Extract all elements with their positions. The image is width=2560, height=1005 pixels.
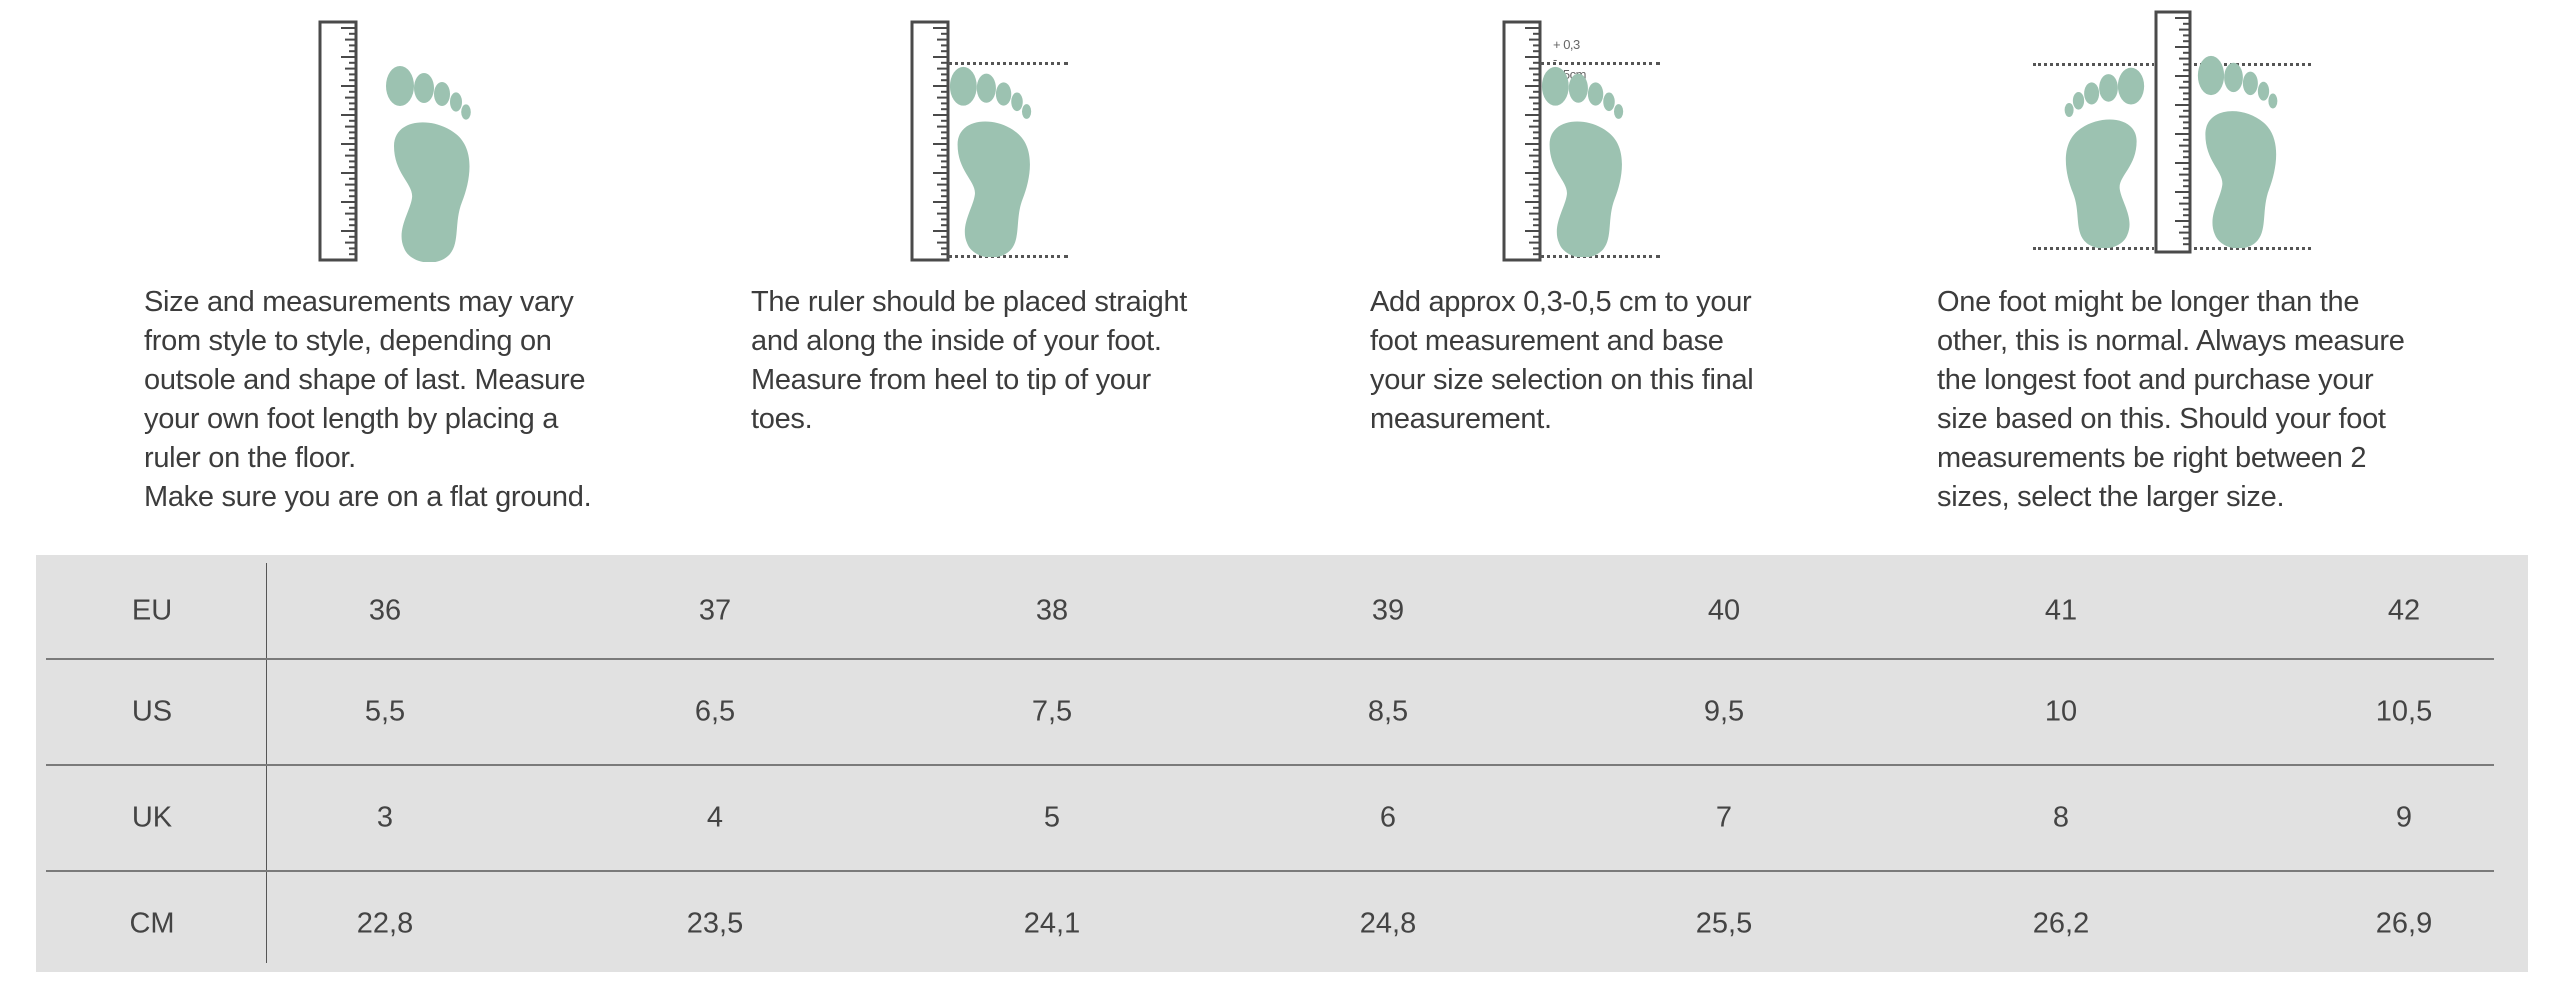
text-line: from style to style, depending on xyxy=(144,325,552,357)
foot-icon xyxy=(386,66,471,262)
row-label-us: US xyxy=(131,695,173,728)
size-cell: 22,8 xyxy=(356,907,414,940)
text-line: ruler on the floor. xyxy=(144,442,356,474)
size-cell: 26,2 xyxy=(2032,907,2090,940)
toe-guide-line xyxy=(1540,62,1660,65)
size-cell: 10,5 xyxy=(2375,695,2433,728)
size-cell: 39 xyxy=(1371,594,1405,627)
text-line: your own foot length by placing a xyxy=(144,403,559,435)
text-line: Add approx 0,3-0,5 cm to your xyxy=(1370,286,1752,318)
size-cell: 6 xyxy=(1379,801,1397,834)
size-cell: 25,5 xyxy=(1695,907,1753,940)
ruler-icon xyxy=(318,20,358,262)
ruler-icon xyxy=(1502,20,1542,262)
text-line: The ruler should be placed straight xyxy=(751,286,1188,318)
instruction-3: Add approx 0,3-0,5 cm to your foot measu… xyxy=(1370,283,1754,439)
size-cell: 24,8 xyxy=(1359,907,1417,940)
size-cell: 40 xyxy=(1707,594,1741,627)
text-line: One foot might be longer than the xyxy=(1937,286,2360,318)
size-cell: 3 xyxy=(376,801,394,834)
instruction-2: The ruler should be placed straight and … xyxy=(751,283,1187,439)
text-line: measurement. xyxy=(1370,403,1552,435)
text-line: sizes, select the larger size. xyxy=(1937,481,2285,513)
size-cell: 36 xyxy=(368,594,402,627)
size-cell: 6,5 xyxy=(694,695,736,728)
size-table: EU 36 37 38 39 40 41 42 US 5,5 6,5 7,5 8,5 9,5 10 10,5 U… xyxy=(36,555,2528,972)
size-cell: 37 xyxy=(698,594,732,627)
foot-icon xyxy=(1541,66,1624,257)
row-label-uk: UK xyxy=(131,801,173,834)
row-label-cm: CM xyxy=(129,907,175,940)
text-line: toes. xyxy=(751,403,813,435)
size-cell: 9 xyxy=(2395,801,2413,834)
column-divider xyxy=(266,563,267,963)
size-cell: 38 xyxy=(1035,594,1069,627)
size-cell: 9,5 xyxy=(1703,695,1745,728)
size-cell: 10 xyxy=(2044,695,2078,728)
size-cell: 7,5 xyxy=(1031,695,1073,728)
text-line: size based on this. Should your foot xyxy=(1937,403,2386,435)
row-divider xyxy=(46,658,2494,660)
size-cell: 41 xyxy=(2044,594,2078,627)
text-line: outsole and shape of last. Measure xyxy=(144,364,586,396)
size-cell: 7 xyxy=(1715,801,1733,834)
foot-icon xyxy=(949,66,1032,257)
text-line: measurements be right between 2 xyxy=(1937,442,2367,474)
size-cell: 8 xyxy=(2052,801,2070,834)
ruler-icon xyxy=(2154,10,2192,254)
toe-guide-line xyxy=(948,62,1068,65)
size-cell: 8,5 xyxy=(1367,695,1409,728)
text-line: Measure from heel to tip of your xyxy=(751,364,1151,396)
text-line: and along the inside of your foot. xyxy=(751,325,1162,357)
size-cell: 5,5 xyxy=(364,695,406,728)
text-line: your size selection on this final xyxy=(1370,364,1754,396)
text-line: other, this is normal. Always measure xyxy=(1937,325,2405,357)
size-cell: 5 xyxy=(1043,801,1061,834)
row-divider xyxy=(46,764,2494,766)
right-foot-icon xyxy=(2197,55,2278,248)
row-label-eu: EU xyxy=(131,594,173,627)
heel-guide-line xyxy=(1540,255,1660,258)
text-line: foot measurement and base xyxy=(1370,325,1724,357)
text-line: Size and measurements may vary xyxy=(144,286,574,318)
ruler-icon xyxy=(910,20,950,262)
left-foot-icon xyxy=(2064,67,2145,248)
heel-guide-line xyxy=(948,255,1068,258)
size-cell: 42 xyxy=(2387,594,2421,627)
size-cell: 4 xyxy=(706,801,724,834)
text-line: Make sure you are on a flat ground. xyxy=(144,481,592,513)
instruction-1: Size and measurements may vary from styl… xyxy=(144,283,592,517)
size-cell: 23,5 xyxy=(686,907,744,940)
instruction-4: One foot might be longer than the other,… xyxy=(1937,283,2405,517)
size-cell: 26,9 xyxy=(2375,907,2433,940)
size-cell: 24,1 xyxy=(1023,907,1081,940)
text-line: the longest foot and purchase your xyxy=(1937,364,2374,396)
row-divider xyxy=(46,870,2494,872)
